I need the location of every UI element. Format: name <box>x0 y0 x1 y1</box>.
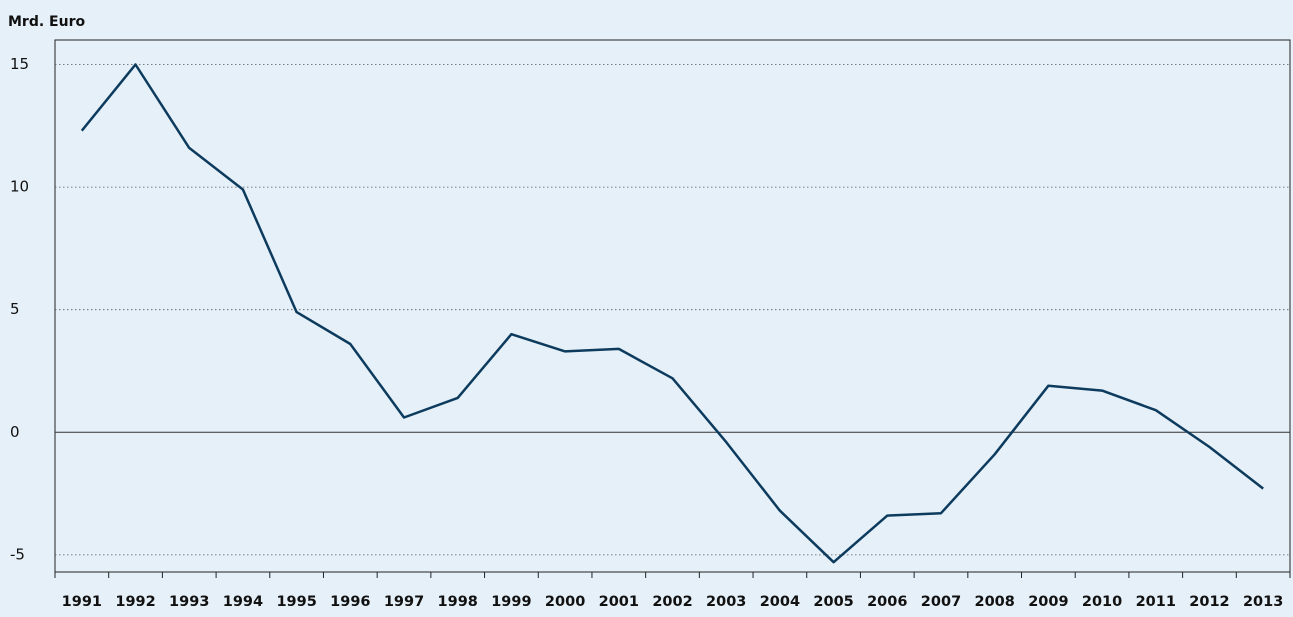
x-tick-label: 2007 <box>921 594 961 610</box>
x-tick-label: 1994 <box>223 594 263 610</box>
x-tick-label: 2009 <box>1028 594 1068 610</box>
y-tick-label: 0 <box>10 423 20 441</box>
x-tick-label: 2000 <box>545 594 585 610</box>
x-tick-label: 2013 <box>1243 594 1283 610</box>
x-tick-label: 1999 <box>491 594 531 610</box>
data-line <box>80 63 1264 564</box>
x-tick-label: 1993 <box>169 594 209 610</box>
x-tick-label: 2010 <box>1082 594 1122 610</box>
y-tick-label: -5 <box>10 545 25 563</box>
plot-area <box>54 39 1291 573</box>
y-axis-label: Mrd. Euro <box>8 14 85 30</box>
x-tick-label: 2006 <box>867 594 907 610</box>
y-tick-label: 15 <box>10 55 29 73</box>
x-tick-label: 1995 <box>276 594 316 610</box>
x-tick-label: 2011 <box>1136 594 1176 610</box>
x-tick-label: 1991 <box>62 594 102 610</box>
y-tick-label: 5 <box>10 300 20 318</box>
x-tick-label: 1998 <box>438 594 478 610</box>
x-tick-label: 1997 <box>384 594 424 610</box>
x-tick-label: 2012 <box>1189 594 1229 610</box>
x-tick-label: 2004 <box>760 594 800 610</box>
y-tick-label: 10 <box>10 178 29 196</box>
x-tick-label: 2003 <box>706 594 746 610</box>
x-tick-label: 2001 <box>599 594 639 610</box>
x-tick-label: 2005 <box>813 594 853 610</box>
x-tick-label: 1996 <box>330 594 370 610</box>
x-tick-label: 2002 <box>652 594 692 610</box>
x-tick-label: 1992 <box>115 594 155 610</box>
x-tick-label: 2008 <box>974 594 1014 610</box>
